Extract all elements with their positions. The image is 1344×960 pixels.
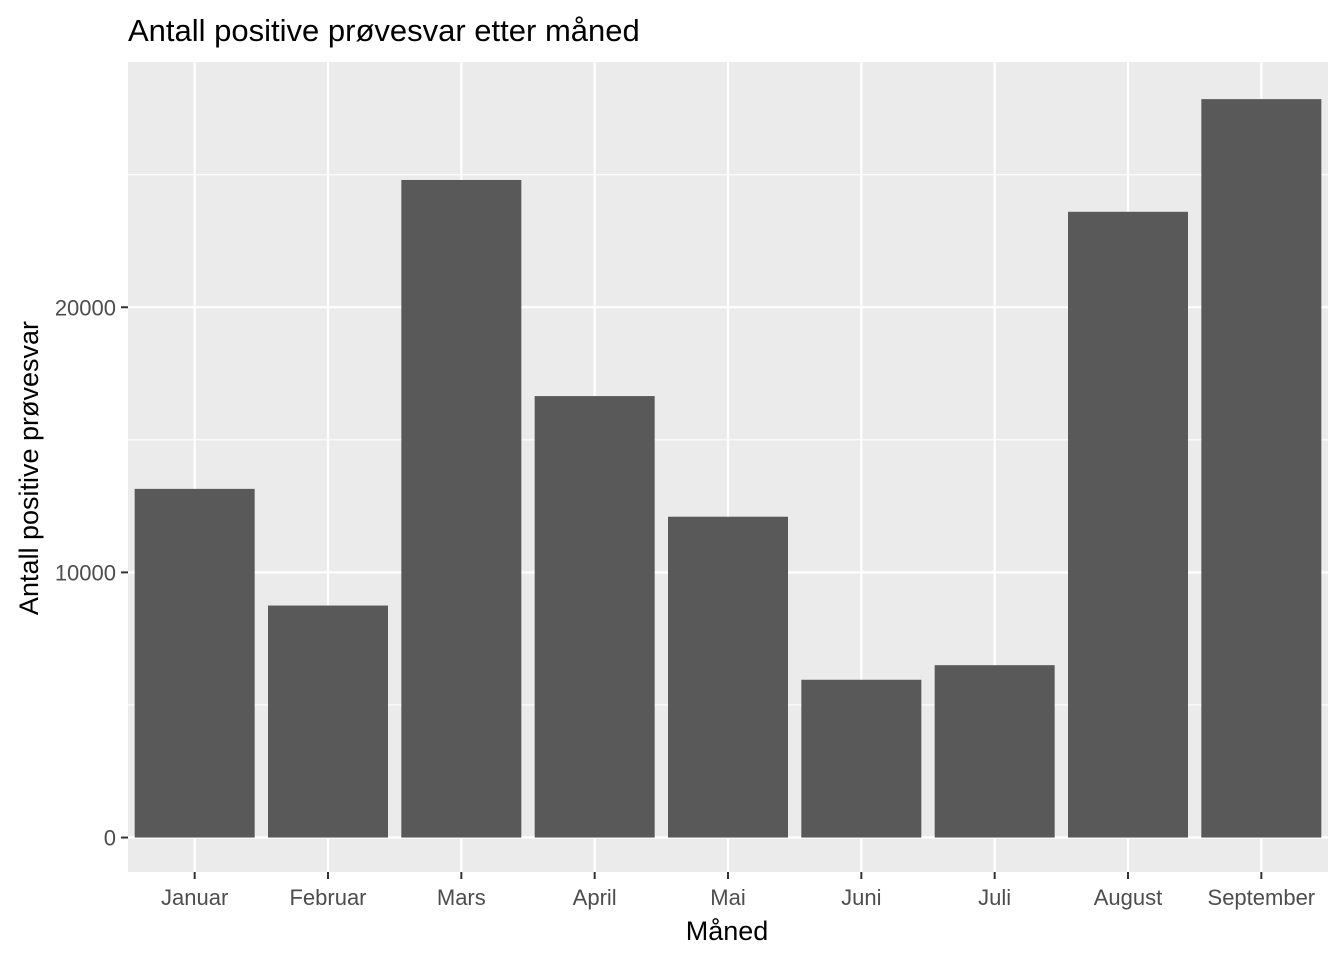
bars <box>134 99 1322 838</box>
chart-title: Antall positive prøvesvar etter måned <box>128 13 640 48</box>
y-axis-ticks: 0 10000 20000 <box>55 295 128 851</box>
x-tick-label: Januar <box>161 885 228 910</box>
x-tick-label: April <box>573 885 617 910</box>
x-tick-label: Juni <box>841 885 881 910</box>
bar-april <box>534 396 655 838</box>
y-tick-label: 0 <box>104 826 116 851</box>
x-tick-label: Februar <box>289 885 366 910</box>
bar-mai <box>668 516 788 838</box>
bar-mars <box>401 179 522 838</box>
x-axis-ticks: Januar Februar Mars April Mai Juni Juli August S… <box>161 872 1315 910</box>
bar-juni <box>801 679 922 838</box>
bar-juli <box>934 665 1055 838</box>
x-tick-label: August <box>1094 885 1163 910</box>
bar-september <box>1201 99 1322 838</box>
bar-januar <box>134 488 255 838</box>
y-axis-title: Antall positive prøvesvar <box>14 321 44 615</box>
x-tick-label: Juli <box>978 885 1011 910</box>
y-tick-label: 20000 <box>55 295 116 320</box>
y-tick-label: 10000 <box>55 560 116 585</box>
x-tick-label: Mars <box>437 885 486 910</box>
bar-august <box>1068 211 1188 838</box>
bar-februar <box>268 605 388 838</box>
x-tick-label: September <box>1208 885 1316 910</box>
x-axis-title: Måned <box>686 916 769 946</box>
x-tick-label: Mai <box>710 885 745 910</box>
